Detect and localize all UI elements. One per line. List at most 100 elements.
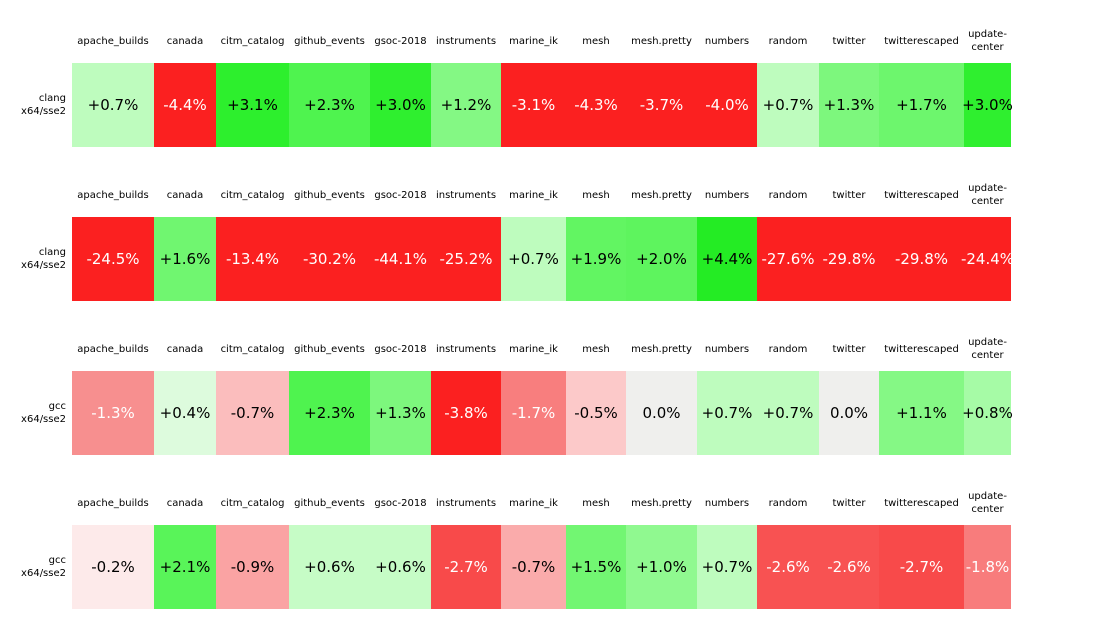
column-header-row: apache_builds canada citm_catalog github_ev… (72, 173, 1011, 217)
column-header: gsoc-2018 (370, 327, 431, 371)
column-header: twitterescaped (879, 173, 964, 217)
heatmap-row: -1.3% +0.4% -0.7% +2.3% +1.3% -3.8% -1.7% -0.5%… (72, 371, 1013, 455)
column-header-label: update- center (968, 337, 1007, 361)
column-header-label: random (768, 497, 808, 509)
column-header-label: apache_builds (77, 343, 149, 355)
heatmap-cell: 0.0% (626, 371, 697, 455)
column-header: mesh.pretty (626, 327, 697, 371)
cell-value: +3.0% (375, 96, 426, 114)
cell-value: -24.4% (960, 250, 1015, 268)
heatmap-cell: +0.7% (72, 63, 154, 147)
column-header: update- center (964, 19, 1011, 63)
heatmap-cell: +3.0% (962, 63, 1013, 147)
heatmap-cell: 0.0% (819, 371, 879, 455)
cell-value: -4.3% (574, 96, 618, 114)
heatmap-cell: -29.8% (879, 217, 964, 301)
column-header-label: twitter (832, 189, 866, 201)
cell-value: +0.6% (375, 558, 426, 576)
column-header: update- center (964, 481, 1011, 525)
row-label-line: clang (38, 246, 66, 258)
column-header: update- center (964, 327, 1011, 371)
column-header: canada (154, 481, 216, 525)
column-header-label: twitterescaped (884, 189, 959, 201)
cell-value: -1.7% (511, 404, 556, 422)
column-header: numbers (697, 481, 757, 525)
column-header: mesh (566, 173, 626, 217)
cell-value: -0.7% (230, 404, 275, 422)
cell-value: -1.3% (91, 404, 135, 422)
heatmap-table: gcc x64/sse2 apache_builds canada citm_catal… (21, 327, 1013, 455)
column-header-label: apache_builds (77, 189, 149, 201)
column-header: apache_builds (72, 481, 154, 525)
row-label-line: x64/sse2 (21, 260, 66, 271)
cell-value: -4.0% (705, 96, 749, 114)
cell-value: +4.4% (701, 250, 753, 268)
cell-value: +0.8% (962, 404, 1013, 422)
cell-value: +1.9% (570, 250, 622, 268)
cell-value: +1.2% (440, 96, 492, 114)
row-label-line: gcc (48, 554, 66, 566)
column-header-label: apache_builds (77, 497, 149, 509)
cell-value: +2.3% (304, 96, 355, 114)
column-header: marine_ik (501, 481, 566, 525)
heatmap-cell: -1.8% (964, 525, 1011, 609)
column-header: apache_builds (72, 173, 154, 217)
column-header-label: marine_ik (509, 343, 558, 355)
column-header: citm_catalog (216, 327, 289, 371)
heatmap-cell: -3.8% (431, 371, 501, 455)
heatmap-cell: -2.6% (819, 525, 879, 609)
column-header-label: canada (166, 35, 204, 47)
heatmap-cell: +2.3% (289, 63, 370, 147)
row-label-line: x64/sse2 (21, 414, 66, 425)
column-header: random (757, 173, 819, 217)
column-header-label: numbers (704, 35, 750, 47)
column-header: random (757, 481, 819, 525)
heatmap-cell: -27.6% (757, 217, 819, 301)
column-header: github_events (289, 327, 370, 371)
heatmap-table: clang x64/sse2 apache_builds canada citm_cat… (21, 19, 1013, 147)
heatmap-cell: -13.4% (216, 217, 289, 301)
cell-value: -2.7% (899, 558, 944, 576)
heatmap-cell: +1.3% (370, 371, 431, 455)
cell-value: +1.3% (375, 404, 426, 422)
column-header-label: canada (166, 189, 204, 201)
column-header-label: numbers (704, 497, 750, 509)
column-header: mesh.pretty (626, 19, 697, 63)
heatmap-cell: -2.7% (431, 525, 501, 609)
heatmap-cell: -44.1% (370, 217, 431, 301)
column-header-label: gsoc-2018 (374, 35, 427, 47)
column-header: canada (154, 19, 216, 63)
cell-value: +3.1% (227, 96, 278, 114)
heatmap-cell: -4.4% (154, 63, 216, 147)
column-header-label: citm_catalog (220, 343, 285, 355)
cell-value: +0.7% (762, 96, 814, 114)
cell-value: +1.6% (159, 250, 211, 268)
heatmap-cell: -3.1% (501, 63, 566, 147)
column-header-label: mesh.pretty (631, 497, 692, 509)
column-header: canada (154, 327, 216, 371)
heatmap-cell: +0.7% (501, 217, 566, 301)
cell-value: +1.3% (823, 96, 875, 114)
column-header-label: github_events (294, 343, 365, 355)
column-header-label: twitter (832, 343, 866, 355)
heatmap-cell: -2.6% (757, 525, 819, 609)
column-header-label: mesh (582, 497, 610, 509)
heatmap-cell: +1.6% (154, 217, 216, 301)
row-label: gcc x64/sse2 (0, 371, 66, 455)
column-header-label: twitterescaped (884, 343, 959, 355)
row-label: clang x64/sse2 (0, 217, 66, 301)
cell-value: -24.5% (86, 250, 140, 268)
cell-value: -4.4% (163, 96, 207, 114)
cell-value: -0.7% (511, 558, 556, 576)
heatmap-row: -0.2% +2.1% -0.9% +0.6% +0.6% -2.7% -0.7% +1.5%… (72, 525, 1011, 609)
heatmap-cell: -29.8% (819, 217, 879, 301)
cell-value: -27.6% (761, 250, 815, 268)
cell-value: +3.0% (962, 96, 1013, 114)
row-label: gcc x64/sse2 (0, 525, 66, 609)
cell-value: +2.3% (304, 404, 355, 422)
column-header: twitterescaped (879, 327, 964, 371)
heatmap-cell: +2.0% (626, 217, 697, 301)
column-header-label: mesh (582, 35, 610, 47)
column-header: marine_ik (501, 19, 566, 63)
cell-value: +0.7% (701, 404, 753, 422)
